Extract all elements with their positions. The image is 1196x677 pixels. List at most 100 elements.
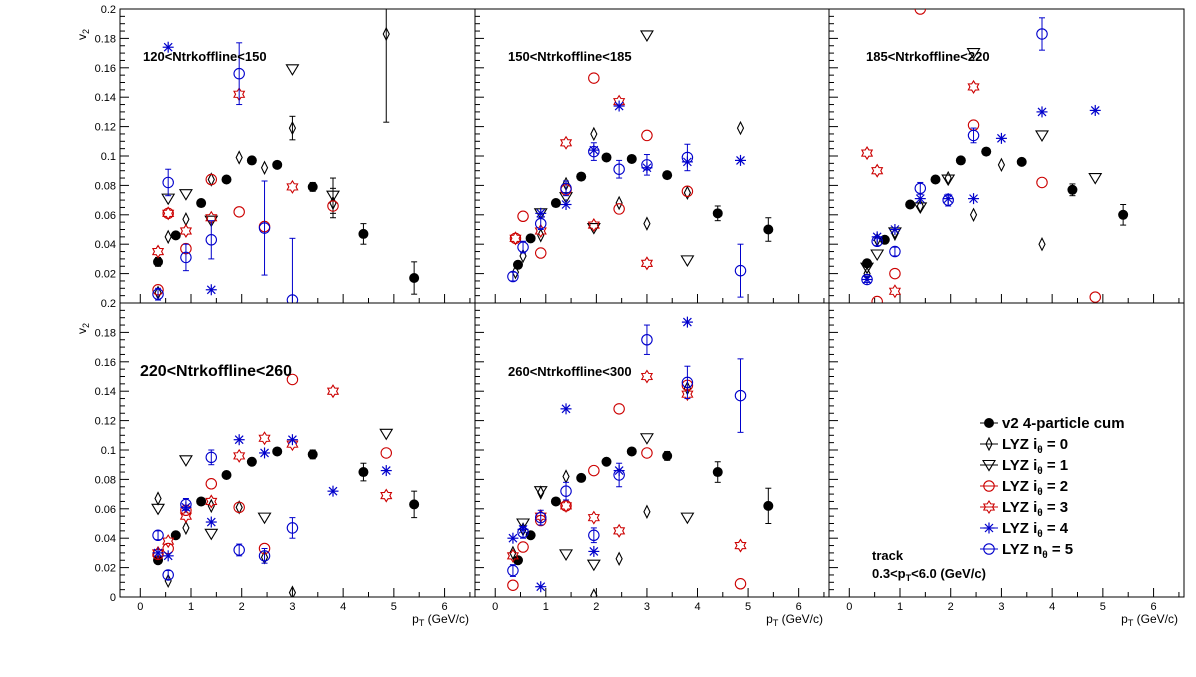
data-point-lyz5: [233, 67, 245, 80]
data-point-lyz5: [517, 526, 529, 539]
data-point-lyz3: [613, 523, 626, 538]
data-point-lyz5: [889, 245, 901, 258]
data-point-lyz3: [162, 206, 175, 221]
data-point-lyz2: [205, 173, 218, 186]
x-tick-label: 6: [796, 601, 802, 613]
y-axis-title: v2: [75, 29, 91, 40]
y-tick-label: 0.06: [95, 504, 116, 516]
data-point-lyz4: [560, 199, 572, 211]
series-lyz4: [162, 41, 217, 296]
data-point-lyz0: [590, 126, 598, 142]
data-point-lyz5: [162, 569, 174, 581]
x-tick-label: 2: [948, 601, 954, 613]
data-point-cum: [576, 472, 587, 483]
data-point-lyz3: [534, 223, 547, 239]
x-tick-label: 4: [694, 601, 700, 613]
data-point-lyz2: [286, 373, 299, 386]
legend-entry-cum: v2 4-particle cum: [980, 415, 1125, 432]
data-point-lyz5: [507, 564, 519, 577]
data-point-lyz2: [613, 403, 625, 415]
data-point-lyz1: [966, 48, 981, 60]
data-point-lyz2: [380, 447, 392, 459]
data-point-lyz4: [588, 545, 600, 557]
x-axis-title: pT (GeV/c): [1121, 612, 1178, 628]
y-tick-label: 0.16: [95, 357, 116, 369]
data-point-lyz4: [889, 224, 901, 235]
series-lyz3: [151, 87, 299, 259]
legend-entry-lyz2: LYZ iθ = 2: [980, 478, 1068, 498]
data-point-lyz5: [641, 159, 653, 171]
data-point-lyz1: [982, 459, 996, 472]
data-point-lyz4: [914, 193, 926, 205]
data-point-lyz4: [233, 434, 245, 446]
series-lyz3: [151, 384, 393, 560]
note-pt-range: 0.3<pT<6.0 (GeV/c): [872, 566, 986, 583]
legend-label: LYZ nθ = 5: [1002, 541, 1073, 561]
legend-label: LYZ iθ = 4: [1002, 520, 1069, 540]
data-point-lyz4: [152, 547, 164, 559]
data-point-lyz0: [288, 585, 297, 597]
data-point-lyz1: [1035, 130, 1049, 142]
data-point-lyz3: [233, 448, 246, 463]
data-point-lyz2: [517, 210, 529, 223]
data-point-lyz0: [164, 229, 172, 245]
data-point-lyz5: [258, 550, 271, 562]
data-point-lyz5: [734, 264, 747, 277]
data-point-lyz4: [205, 516, 217, 528]
data-point-lyz0: [235, 500, 243, 515]
x-tick-label: 3: [644, 601, 650, 613]
data-point-lyz5: [152, 288, 164, 300]
series-cum: [512, 152, 774, 270]
panel-frame: [474, 302, 830, 598]
data-point-lyz1: [178, 455, 193, 467]
data-point-lyz2: [889, 267, 901, 280]
data-point-lyz5: [534, 217, 547, 230]
data-point-cum: [307, 449, 318, 460]
series-lyz5: [861, 17, 1048, 286]
y-tick-label: 0.18: [95, 33, 116, 45]
data-point-lyz2: [613, 203, 625, 215]
data-point-lyz5: [613, 163, 625, 175]
data-point-lyz5: [681, 376, 694, 389]
data-point-cum: [358, 467, 369, 478]
data-point-cum: [601, 152, 612, 163]
y-tick-label: 0.08: [95, 180, 116, 192]
x-tick-label: 6: [442, 601, 448, 613]
data-point-lyz3: [509, 231, 522, 246]
panel-1: 0.02 0.04 0.06 0.08 0.1 0.12 0.14 0.16 0.18 0.2 v2…: [75, 4, 476, 304]
data-point-cum: [221, 174, 232, 185]
legend-entry-lyz1: LYZ iθ = 1: [980, 457, 1068, 477]
y-tick-label: 0.04: [95, 239, 116, 251]
data-point-lyz3: [559, 135, 573, 150]
data-point-lyz0: [1038, 236, 1046, 252]
data-point-cum: [981, 146, 992, 157]
data-point-cum: [409, 499, 420, 510]
data-point-lyz3: [982, 499, 996, 515]
data-point-lyz2: [534, 247, 547, 259]
panel-2: 150<Ntrkoffline<185: [474, 8, 830, 304]
data-point-cum: [196, 198, 207, 209]
data-point-lyz2: [871, 295, 883, 303]
data-point-lyz2: [327, 200, 339, 212]
data-point-lyz1: [379, 428, 394, 441]
data-point-lyz0: [382, 26, 390, 42]
data-point-cum: [601, 456, 612, 467]
data-point-lyz4: [286, 434, 298, 446]
data-point-lyz2: [517, 541, 529, 553]
data-point-lyz5: [258, 222, 271, 234]
data-point-lyz1: [285, 64, 300, 76]
x-tick-label: 6: [1151, 601, 1157, 613]
data-point-lyz5: [180, 498, 192, 511]
data-point-cum: [930, 174, 941, 185]
x-tick-label: 1: [188, 601, 194, 613]
data-point-cum: [512, 555, 523, 566]
data-point-cum: [525, 233, 536, 244]
panel-data: [506, 316, 774, 597]
data-point-lyz0: [509, 545, 517, 561]
data-point-lyz5: [871, 235, 883, 248]
data-point-lyz2: [588, 72, 600, 84]
data-point-lyz5: [560, 485, 572, 497]
data-point-cum: [358, 228, 369, 239]
data-point-cum: [153, 256, 164, 267]
